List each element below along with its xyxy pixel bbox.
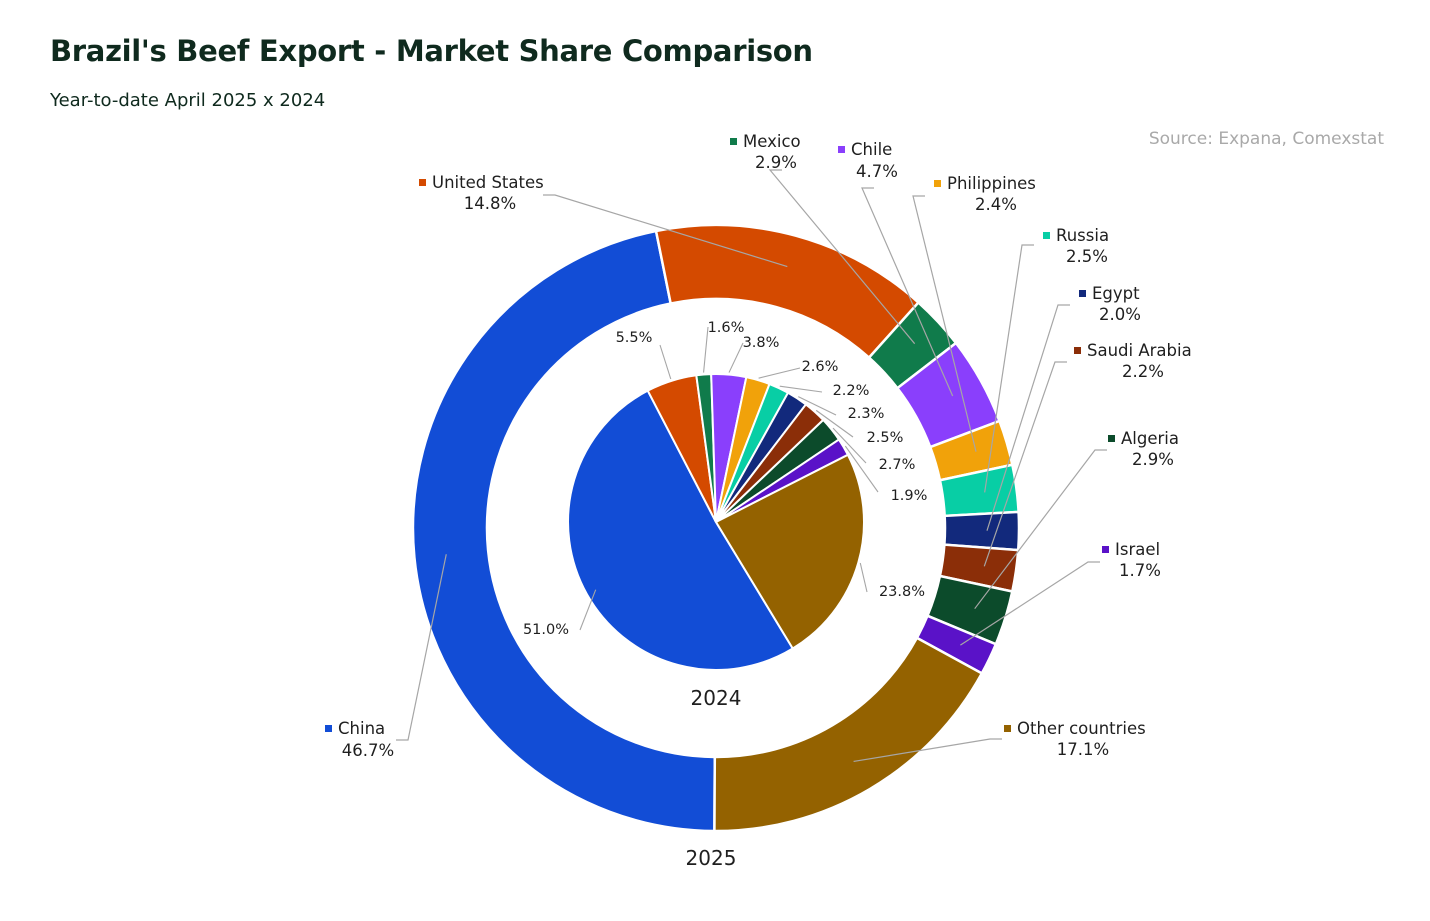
source-note: Source: Expana, Comexstat: [1148, 129, 1384, 149]
category-label: United States: [432, 173, 544, 192]
callout-2025-israel: Israel 1.7%: [960, 540, 1161, 646]
leader-line: [986, 304, 1070, 531]
legend-marker: [1074, 347, 1081, 354]
callout-2024-israel: 1.9%: [844, 445, 928, 504]
callout-2024-philippines: 2.6%: [758, 359, 839, 379]
callout-2025-other-countries: Other countries 17.1%: [853, 719, 1146, 763]
value-label-2025: 2.0%: [1099, 305, 1141, 324]
leader-line: [659, 344, 672, 380]
legend-marker: [1079, 290, 1086, 297]
leader-line: [768, 169, 916, 345]
leader-line: [859, 562, 868, 593]
callout-2025-saudi-arabia: Saudi Arabia 2.2%: [983, 341, 1192, 567]
series-label-2024: 2024: [691, 686, 742, 710]
callout-2024-china: 51.0%: [523, 589, 597, 638]
slice-2024-china: [567, 389, 795, 671]
legend-marker: [1102, 546, 1109, 553]
leader-line: [779, 385, 823, 393]
chart-title: Brazil's Beef Export - Market Share Comp…: [50, 34, 813, 68]
leader-line: [703, 326, 709, 373]
leader-line: [960, 561, 1100, 646]
value-label-2024: 3.8%: [743, 335, 780, 351]
value-label-2024: 2.7%: [879, 457, 916, 473]
value-label-2024: 2.6%: [802, 359, 839, 375]
callout-2025-china: China 46.7%: [325, 554, 447, 760]
leader-line: [912, 195, 977, 452]
value-label-2025: 14.8%: [464, 194, 516, 213]
category-label: Other countries: [1017, 719, 1146, 738]
category-label: Chile: [851, 140, 892, 159]
legend-marker: [838, 146, 845, 153]
series-label-2025: 2025: [686, 846, 737, 870]
callout-2025-algeria: Algeria 2.9%: [974, 429, 1179, 610]
leader-line: [815, 409, 854, 438]
value-label-2025: 4.7%: [856, 162, 898, 181]
slice-2025-china: [411, 229, 717, 833]
callout-2024-other-countries: 23.8%: [859, 562, 925, 600]
slice-2024-other-countries: [714, 453, 865, 650]
category-label: Algeria: [1121, 429, 1179, 448]
value-label-2024: 2.3%: [848, 406, 885, 422]
callout-2025-russia: Russia 2.5%: [984, 226, 1109, 493]
callout-2024-united-states: 5.5%: [616, 330, 672, 380]
category-label: China: [338, 719, 385, 738]
leader-line: [861, 187, 954, 397]
value-label-2025: 46.7%: [342, 741, 394, 760]
value-label-2025: 2.9%: [1132, 450, 1174, 469]
category-label: Egypt: [1092, 284, 1140, 303]
category-label: Mexico: [743, 132, 801, 151]
value-label-2025: 17.1%: [1057, 740, 1109, 759]
leader-line: [844, 445, 879, 493]
legend-marker: [934, 180, 941, 187]
value-label-2025: 2.4%: [975, 195, 1017, 214]
value-label-2024: 2.2%: [833, 383, 870, 399]
callout-2024-saudi-arabia: 2.5%: [815, 409, 904, 446]
chart-subtitle: Year-to-date April 2025 x 2024: [50, 90, 326, 111]
leader-line: [974, 449, 1107, 610]
callout-2024-chile: 3.8%: [728, 335, 780, 373]
value-label-2024: 1.9%: [891, 488, 928, 504]
legend-marker: [325, 725, 332, 732]
value-label-2025: 2.2%: [1122, 362, 1164, 381]
leader-line: [728, 342, 744, 373]
leader-line: [579, 589, 597, 631]
value-label-2025: 2.5%: [1066, 247, 1108, 266]
leader-line: [984, 244, 1034, 493]
value-label-2024: 23.8%: [879, 584, 925, 600]
callout-2024-russia: 2.2%: [779, 383, 870, 399]
value-label-2025: 2.9%: [755, 153, 797, 172]
slice-2025-other-countries: [713, 636, 984, 833]
callout-2025-egypt: Egypt 2.0%: [986, 284, 1141, 531]
leader-line: [853, 738, 1002, 763]
leader-line: [396, 554, 447, 741]
slice-2025-united-states: [654, 223, 921, 360]
value-label-2025: 1.7%: [1119, 561, 1161, 580]
value-label-2024: 1.6%: [708, 320, 745, 336]
leader-line: [832, 427, 867, 464]
leader-line: [983, 361, 1067, 567]
value-label-2024: 5.5%: [616, 330, 653, 346]
legend-marker: [1004, 725, 1011, 732]
legend-marker: [1043, 232, 1050, 239]
callout-2025-mexico: Mexico 2.9%: [730, 132, 916, 345]
callout-2024-egypt: 2.3%: [798, 396, 885, 422]
leader-line: [543, 194, 788, 268]
legend-marker: [1108, 435, 1115, 442]
callout-2024-mexico: 1.6%: [703, 320, 745, 373]
value-label-2024: 51.0%: [523, 622, 569, 638]
category-label: Russia: [1056, 226, 1109, 245]
leader-line: [758, 367, 801, 379]
callout-2024-algeria: 2.7%: [832, 427, 916, 473]
category-label: Israel: [1115, 540, 1160, 559]
value-label-2024: 2.5%: [867, 430, 904, 446]
category-label: Saudi Arabia: [1087, 341, 1192, 360]
legend-marker: [419, 179, 426, 186]
leader-line: [798, 396, 837, 416]
category-label: Philippines: [947, 174, 1036, 193]
callout-2025-philippines: Philippines 2.4%: [912, 174, 1036, 452]
callout-2025-united-states: United States 14.8%: [419, 173, 788, 268]
callout-2025-chile: Chile 4.7%: [838, 140, 954, 397]
legend-marker: [730, 138, 737, 145]
